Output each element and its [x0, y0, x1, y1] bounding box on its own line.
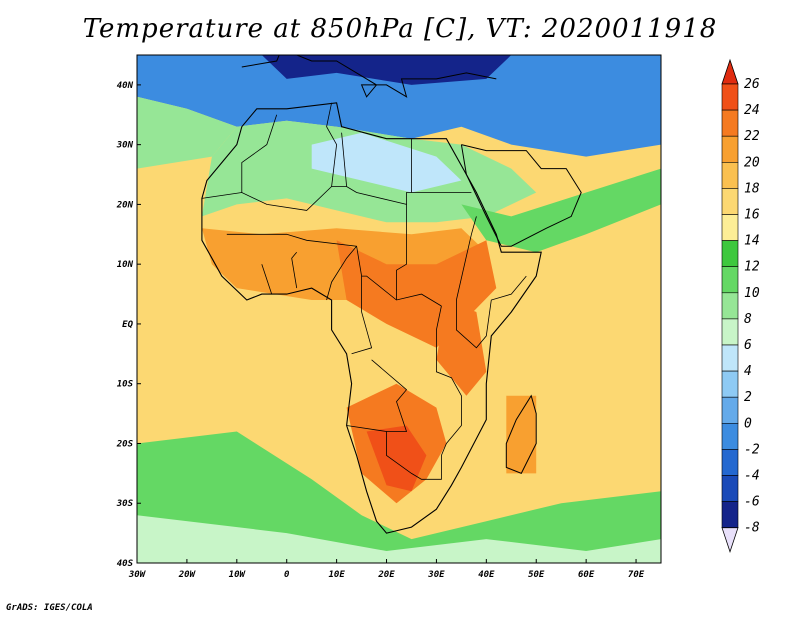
temp-region-north-atlantic-cool: [137, 96, 237, 169]
country-border: [455, 275, 527, 349]
temp-region-east-africa-hot: [436, 300, 487, 396]
colorbar-label: -4: [744, 469, 760, 484]
lon-tick-label: 10W: [229, 570, 247, 580]
colorbar-swatch: [721, 214, 739, 241]
colorbar-label: 14: [744, 234, 760, 249]
colorbar-label: 2: [744, 390, 752, 405]
country-border: [396, 204, 407, 300]
lat-tick-label: EQ: [122, 320, 133, 330]
colorbar-bottom-arrow: [721, 527, 739, 553]
plot-frame: [136, 54, 662, 564]
country-border: [241, 114, 278, 193]
europe-coastline: [241, 55, 497, 98]
country-border: [326, 102, 338, 187]
lon-tick-label: 60E: [578, 570, 595, 580]
country-border: [341, 132, 347, 187]
country-border: [346, 425, 387, 432]
lon-tick-label: 20W: [178, 570, 197, 580]
grads-credit: GrADS: IGES/COLA: [6, 603, 93, 613]
colorbar-swatch: [721, 135, 739, 163]
lon-tick-label: 0: [284, 570, 290, 580]
colorbar-swatch: [721, 501, 739, 529]
colorbar-top-arrow: [721, 58, 739, 85]
lat-tick-label: 20N: [116, 200, 134, 210]
colorbar-label: 24: [744, 103, 760, 118]
temperature-field: [137, 55, 661, 563]
africa-coastline: [201, 102, 542, 534]
temp-region-south-ocean-cold: [137, 515, 661, 563]
country-border: [351, 276, 373, 355]
temp-region-mediterranean-europe-cold: [137, 55, 661, 157]
madagascar-coastline: [505, 394, 537, 475]
colorbar-label: 22: [744, 129, 760, 144]
country-border: [226, 233, 442, 307]
colorbar-label: 20: [744, 155, 760, 170]
lat-tick-label: 10N: [117, 260, 134, 270]
temp-region-central-sahara-cool: [311, 132, 462, 193]
colorbar-swatch: [721, 266, 739, 294]
chart-title: Temperature at 850hPa [C], VT: 202001191…: [82, 14, 718, 44]
colorbar-swatch: [721, 475, 739, 502]
lat-tick-label: 40S: [117, 559, 134, 569]
colorbar-label: -2: [744, 442, 760, 457]
colorbar-label: 8: [744, 312, 752, 327]
temp-region-europe-very-cold: [261, 55, 512, 85]
country-border: [456, 216, 477, 301]
colorbar-label: 0: [744, 416, 752, 431]
arabia-coastline: [460, 144, 582, 247]
lon-tick-label: 20E: [377, 570, 395, 580]
lat-tick-label: 20S: [116, 439, 134, 449]
temp-region-arabia-cool: [461, 168, 661, 253]
country-border: [291, 251, 298, 289]
colorbar-swatch: [721, 292, 739, 320]
country-border: [371, 305, 462, 480]
lat-tick-label: 10S: [117, 380, 134, 390]
colorbar-label: 16: [744, 208, 760, 223]
colorbar-swatch: [721, 188, 739, 215]
colorbar-swatch: [721, 240, 739, 268]
colorbar-label: 18: [744, 181, 760, 196]
colorbar-swatch: [721, 344, 739, 372]
temp-region-south-atlantic-cool: [137, 431, 661, 563]
colorbar-swatch: [721, 109, 739, 137]
colorbar-label: 4: [744, 364, 752, 379]
colorbar-swatch: [721, 83, 739, 111]
colorbar-swatch: [721, 449, 739, 476]
lat-tick-label: 30N: [116, 141, 134, 151]
country-border: [326, 245, 357, 301]
colorbar-swatch: [721, 318, 739, 346]
colorbar-swatch: [721, 396, 739, 424]
lon-tick-label: 30W: [128, 570, 147, 580]
colorbar-label: 26: [744, 77, 760, 92]
temp-region-kalahari-very-hot: [366, 425, 427, 492]
colorbar-swatch: [721, 162, 739, 189]
lon-tick-label: 50E: [528, 570, 545, 580]
lon-tick-label: 70E: [628, 570, 645, 580]
lat-tick-label: 30S: [116, 499, 134, 509]
lat-tick-label: 40N: [117, 81, 134, 91]
colorbar-label: -8: [744, 521, 760, 536]
temp-region-madagascar-warm: [506, 395, 537, 474]
lon-tick-label: 30E: [427, 570, 445, 580]
colorbar-swatch: [721, 422, 739, 450]
lon-tick-label: 10E: [328, 570, 345, 580]
colorbar-label: 12: [744, 260, 760, 275]
lon-tick-label: 40E: [478, 570, 495, 580]
geography-lines: [201, 55, 582, 534]
colorbar-label: -6: [744, 495, 760, 510]
colorbar-swatch: [721, 370, 739, 398]
country-border: [261, 264, 273, 295]
colorbar-label: 10: [744, 286, 760, 301]
colorbar-label: 6: [744, 338, 752, 353]
